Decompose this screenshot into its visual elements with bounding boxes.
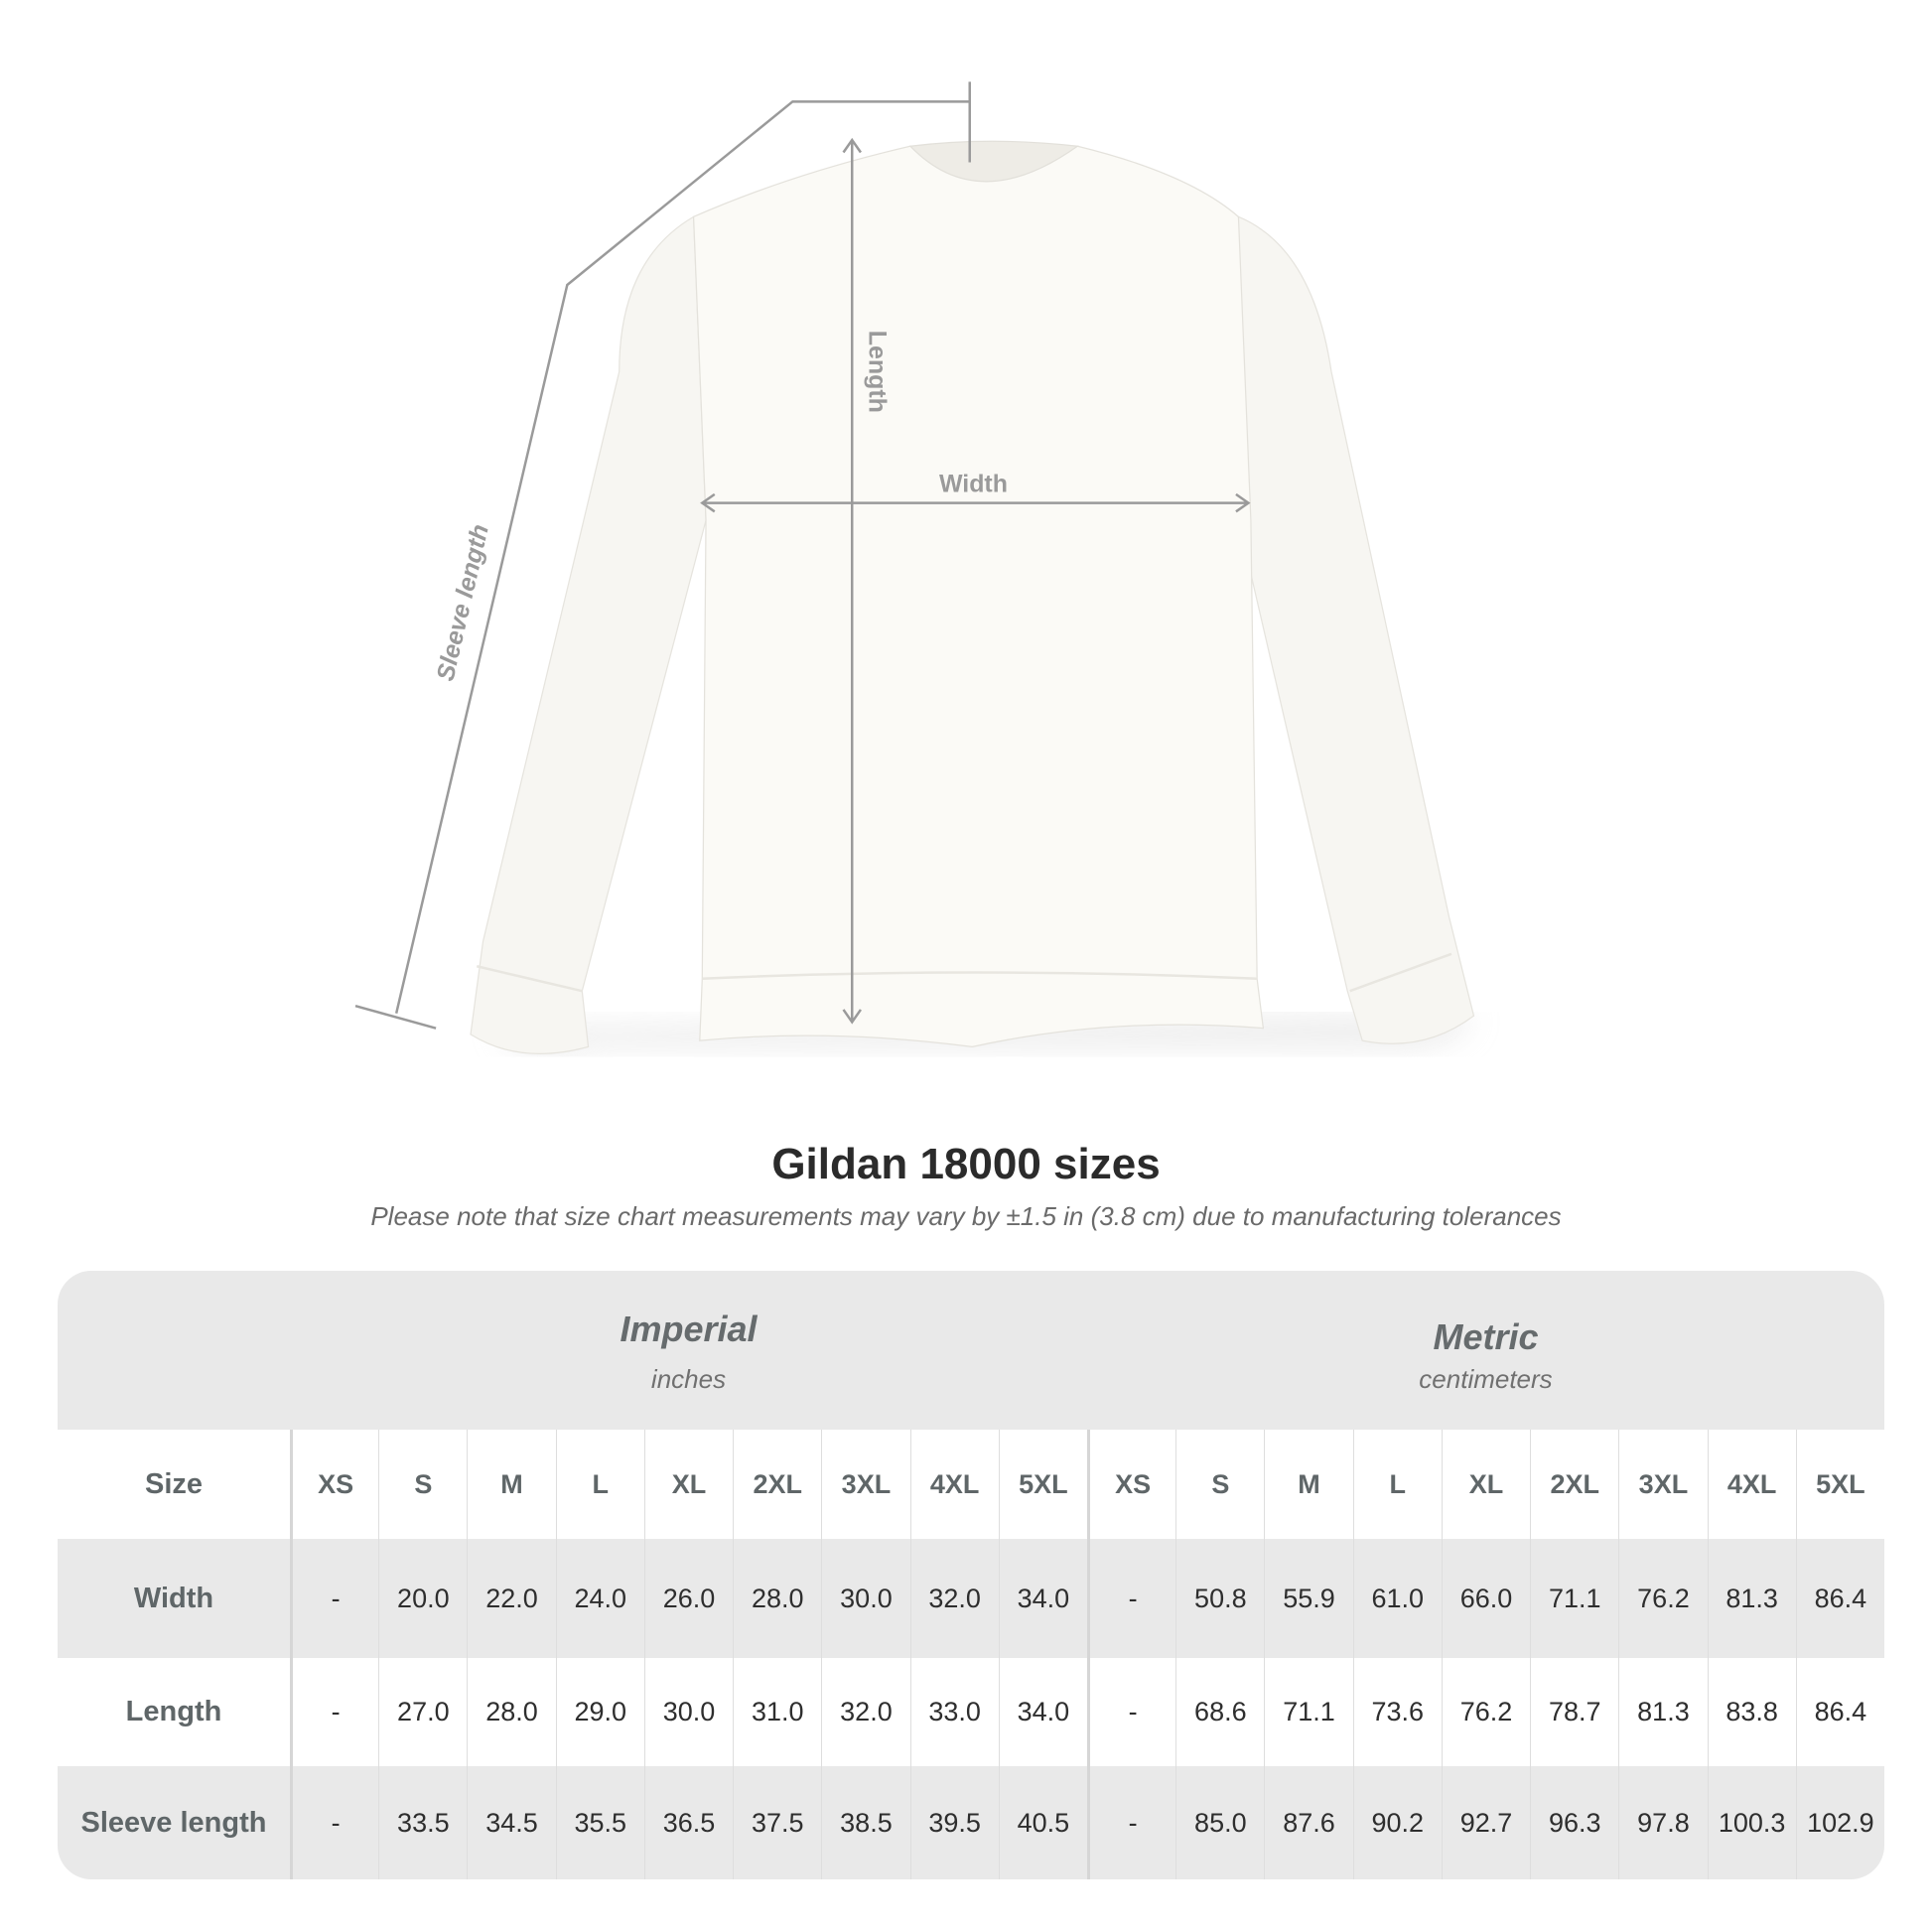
table-cell: 102.9: [1795, 1766, 1884, 1879]
header-band: [58, 1271, 1884, 1430]
table-cell: 33.0: [909, 1658, 999, 1766]
size-column-header: S: [378, 1430, 467, 1539]
size-column-header: XS: [1087, 1430, 1175, 1539]
tolerance-note: Please note that size chart measurements…: [370, 1201, 1562, 1231]
row-band-sleeve: [58, 1766, 1884, 1879]
chart-title: Gildan 18000 sizes: [771, 1140, 1161, 1188]
size-column-header: 3XL: [821, 1430, 909, 1539]
row-band-width: [58, 1539, 1884, 1658]
table-cell: 92.7: [1441, 1766, 1530, 1879]
table-cell: 26.0: [643, 1539, 733, 1658]
table-cell: 71.1: [1530, 1539, 1618, 1658]
size-column-header: 5XL: [998, 1430, 1087, 1539]
group-metric: Metric centimeters: [1087, 1316, 1884, 1395]
sleeve-end-tick: [354, 1004, 437, 1030]
table-cell: 40.5: [998, 1766, 1087, 1879]
table-cell: 36.5: [643, 1766, 733, 1879]
table-cell: 37.5: [733, 1766, 821, 1879]
table-cell: 61.0: [1352, 1539, 1442, 1658]
table-cell: 78.7: [1530, 1658, 1618, 1766]
sleeve-length-label: Sleeve length: [432, 522, 494, 684]
table-cell: 87.6: [1264, 1766, 1352, 1879]
group-unit: centimeters: [1419, 1364, 1553, 1394]
size-column-header: XL: [643, 1430, 733, 1539]
measurement-lines: [354, 81, 1251, 1030]
table-cell: 76.2: [1441, 1658, 1530, 1766]
size-column-header: 3XL: [1618, 1430, 1707, 1539]
table-cell: 100.3: [1707, 1766, 1796, 1879]
table-cell: 83.8: [1707, 1658, 1796, 1766]
table-cell: -: [290, 1539, 378, 1658]
width-arrow: [700, 492, 1251, 513]
table-cell: 39.5: [909, 1766, 999, 1879]
table-cell: 30.0: [821, 1539, 909, 1658]
size-column-header: 2XL: [733, 1430, 821, 1539]
size-column-header: L: [1352, 1430, 1442, 1539]
row-label: Width: [133, 1582, 214, 1614]
size-column-header: 5XL: [1795, 1430, 1884, 1539]
table-cell: 32.0: [909, 1539, 999, 1658]
table-cell: -: [1087, 1539, 1175, 1658]
size-column-header: XS: [290, 1430, 378, 1539]
table-cell: 34.0: [998, 1658, 1087, 1766]
size-column-header: 4XL: [1707, 1430, 1796, 1539]
table-cell: 81.3: [1618, 1658, 1707, 1766]
table-cell: -: [290, 1766, 378, 1879]
size-column-header: M: [467, 1430, 555, 1539]
table-cell: -: [290, 1658, 378, 1766]
group-imperial: Imperial inches: [290, 1309, 1087, 1395]
table-cell: 22.0: [467, 1539, 555, 1658]
table-cell: 29.0: [555, 1658, 644, 1766]
size-column-header: M: [1264, 1430, 1352, 1539]
table-cell: 28.0: [733, 1539, 821, 1658]
table-cell: 68.6: [1175, 1658, 1264, 1766]
table-cell: 55.9: [1264, 1539, 1352, 1658]
table-cell: 96.3: [1530, 1766, 1618, 1879]
table-cell: 35.5: [555, 1766, 644, 1879]
table-cell: 73.6: [1352, 1658, 1442, 1766]
width-label: Width: [939, 470, 1008, 497]
row-label: Sleeve length: [80, 1806, 267, 1839]
group-name: Imperial: [620, 1309, 758, 1349]
table-cell: 27.0: [378, 1658, 467, 1766]
sweatshirt-diagram: Length Width Sleeve length: [354, 81, 1475, 1054]
table-cell: -: [1087, 1766, 1175, 1879]
table-cell: 71.1: [1264, 1658, 1352, 1766]
size-column-header: 4XL: [909, 1430, 999, 1539]
row-label: Length: [125, 1696, 222, 1727]
size-column-header: S: [1175, 1430, 1264, 1539]
table-cell: 38.5: [821, 1766, 909, 1879]
table-cell: 30.0: [643, 1658, 733, 1766]
length-label: Length: [864, 331, 892, 413]
size-column-header: 2XL: [1530, 1430, 1618, 1539]
table-cell: 32.0: [821, 1658, 909, 1766]
table-cell: 34.0: [998, 1539, 1087, 1658]
size-table: Imperial inches Metric centimeters Size X…: [58, 1271, 1884, 1879]
table-cell: 31.0: [733, 1658, 821, 1766]
table-cell: 81.3: [1707, 1539, 1796, 1658]
size-column-header: XL: [1441, 1430, 1530, 1539]
table-cell: 34.5: [467, 1766, 555, 1879]
size-column-header: L: [555, 1430, 644, 1539]
group-name: Metric: [1433, 1316, 1539, 1357]
table-cell: 28.0: [467, 1658, 555, 1766]
table-cell: 50.8: [1175, 1539, 1264, 1658]
size-header: Size: [144, 1467, 204, 1500]
table-cell: 86.4: [1795, 1539, 1884, 1658]
table-cell: 85.0: [1175, 1766, 1264, 1879]
sleeve-length-line: [394, 100, 970, 1014]
table-cell: 86.4: [1795, 1658, 1884, 1766]
table-cell: 66.0: [1441, 1539, 1530, 1658]
sweatshirt-image: [470, 140, 1475, 1054]
length-arrow: [842, 137, 862, 1025]
table-cell: 24.0: [555, 1539, 644, 1658]
group-unit: inches: [650, 1364, 727, 1394]
table-cell: 20.0: [378, 1539, 467, 1658]
table-cell: -: [1087, 1658, 1175, 1766]
table-cell: 90.2: [1352, 1766, 1442, 1879]
table-cell: 76.2: [1618, 1539, 1707, 1658]
table-cell: 97.8: [1618, 1766, 1707, 1879]
table-cell: 33.5: [378, 1766, 467, 1879]
